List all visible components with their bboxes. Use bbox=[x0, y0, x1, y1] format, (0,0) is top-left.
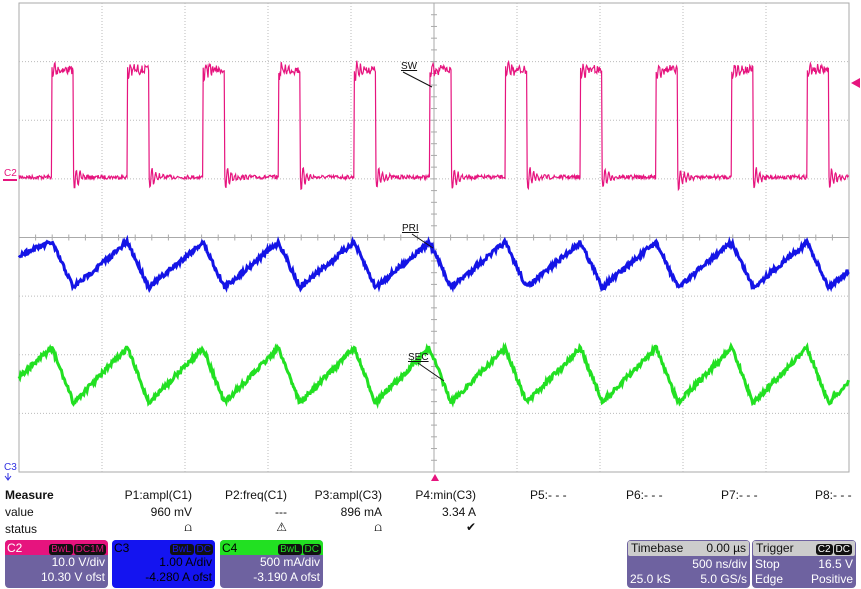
sec-leader bbox=[417, 362, 445, 382]
c4-offset: -3.190 A ofst bbox=[253, 570, 320, 584]
value-label: value bbox=[5, 505, 34, 519]
c2-marker: C2 bbox=[4, 168, 17, 179]
p2-value: --- bbox=[275, 505, 287, 519]
p4-name[interactable]: P4:min(C3) bbox=[415, 488, 476, 502]
channel-c4-box[interactable]: C4 BwL DC 500 mA/div -3.190 A ofst bbox=[220, 540, 323, 588]
c2-scale: 10.0 V/div bbox=[51, 555, 105, 569]
timebase-delay: 0.00 µs bbox=[706, 541, 746, 555]
timebase-rate: 5.0 GS/s bbox=[700, 572, 747, 586]
sw-label: SW bbox=[401, 61, 418, 72]
trigger-type: Edge bbox=[755, 572, 784, 586]
sw-trace bbox=[18, 59, 850, 192]
measure-header: Measure bbox=[5, 488, 54, 502]
p3-value: 896 mA bbox=[340, 505, 382, 519]
c3-coupling: DC bbox=[194, 543, 213, 555]
c4-scale: 500 mA/div bbox=[259, 555, 320, 569]
channel-c2-box[interactable]: C2 BwL DC1M 10.0 V/div 10.30 V ofst bbox=[5, 540, 108, 588]
c2-name: C2 bbox=[7, 540, 23, 555]
trigger-mode: Stop bbox=[755, 557, 780, 571]
c3-offscreen-arrow-icon bbox=[4, 473, 12, 481]
c3-scale: 1.00 A/div bbox=[159, 555, 212, 569]
sec-label: SEC bbox=[408, 352, 429, 363]
trigger-level-marker[interactable] bbox=[851, 78, 860, 88]
pri-trace bbox=[17, 234, 850, 293]
sw-leader bbox=[402, 71, 433, 88]
c3-marker: C3 bbox=[4, 462, 17, 473]
p4-value: 3.34 A bbox=[441, 505, 476, 519]
p3-name[interactable]: P3:ampl(C3) bbox=[314, 488, 382, 502]
p7-name[interactable]: P7:- - - bbox=[721, 488, 758, 502]
pri-label: PRI bbox=[402, 223, 419, 234]
p2-name[interactable]: P2:freq(C1) bbox=[224, 488, 287, 502]
p3-status-icon: ⩍ bbox=[374, 520, 382, 534]
trigger-level: 16.5 V bbox=[818, 557, 853, 571]
trigger-coupling: DC bbox=[833, 544, 852, 555]
timebase-box[interactable]: Timebase 0.00 µs 500 ns/div 25.0 kS 5.0 GS… bbox=[627, 540, 750, 588]
trigger-label: Trigger bbox=[756, 541, 794, 555]
p4-status-icon: ✔ bbox=[465, 520, 476, 534]
channel-c3-box[interactable]: C3 BwL DC 1.00 A/div -4.280 A ofst bbox=[112, 540, 215, 588]
p1-value: 960 mV bbox=[150, 505, 192, 519]
c3-bw: BwL bbox=[170, 543, 194, 555]
trigger-box[interactable]: Trigger C2 DC Stop 16.5 V Edge Positive bbox=[752, 540, 856, 588]
c2-bw: BwL bbox=[49, 543, 73, 555]
p5-name[interactable]: P5:- - - bbox=[530, 488, 567, 502]
c4-bw: BwL bbox=[278, 543, 302, 555]
p8-name[interactable]: P8:- - - bbox=[815, 488, 852, 502]
timebase-label: Timebase bbox=[631, 541, 684, 555]
c2-offset: 10.30 V ofst bbox=[40, 570, 105, 584]
c2-coupling: DC1M bbox=[73, 543, 106, 555]
trigger-position-marker[interactable] bbox=[431, 474, 439, 481]
p1-name[interactable]: P1:ampl(C1) bbox=[124, 488, 192, 502]
p1-status-icon: ⩍ bbox=[184, 520, 192, 534]
status-label: status bbox=[5, 522, 38, 536]
pri-leader bbox=[411, 233, 434, 249]
waveform-grid: C2 C3 SW PRI SEC bbox=[3, 2, 860, 481]
c4-coupling: DC bbox=[302, 543, 321, 555]
c3-offset: -4.280 A ofst bbox=[145, 570, 212, 584]
timebase-samples: 25.0 kS bbox=[630, 572, 671, 586]
sec-trace bbox=[17, 341, 851, 410]
trigger-slope: Positive bbox=[810, 572, 853, 586]
p6-name[interactable]: P6:- - - bbox=[626, 488, 663, 502]
c4-name: C4 bbox=[222, 540, 238, 555]
trigger-source: C2 bbox=[815, 544, 833, 555]
p2-status-icon: ⚠ bbox=[276, 520, 287, 534]
c3-name: C3 bbox=[114, 540, 130, 555]
timebase-scale: 500 ns/div bbox=[692, 557, 747, 571]
